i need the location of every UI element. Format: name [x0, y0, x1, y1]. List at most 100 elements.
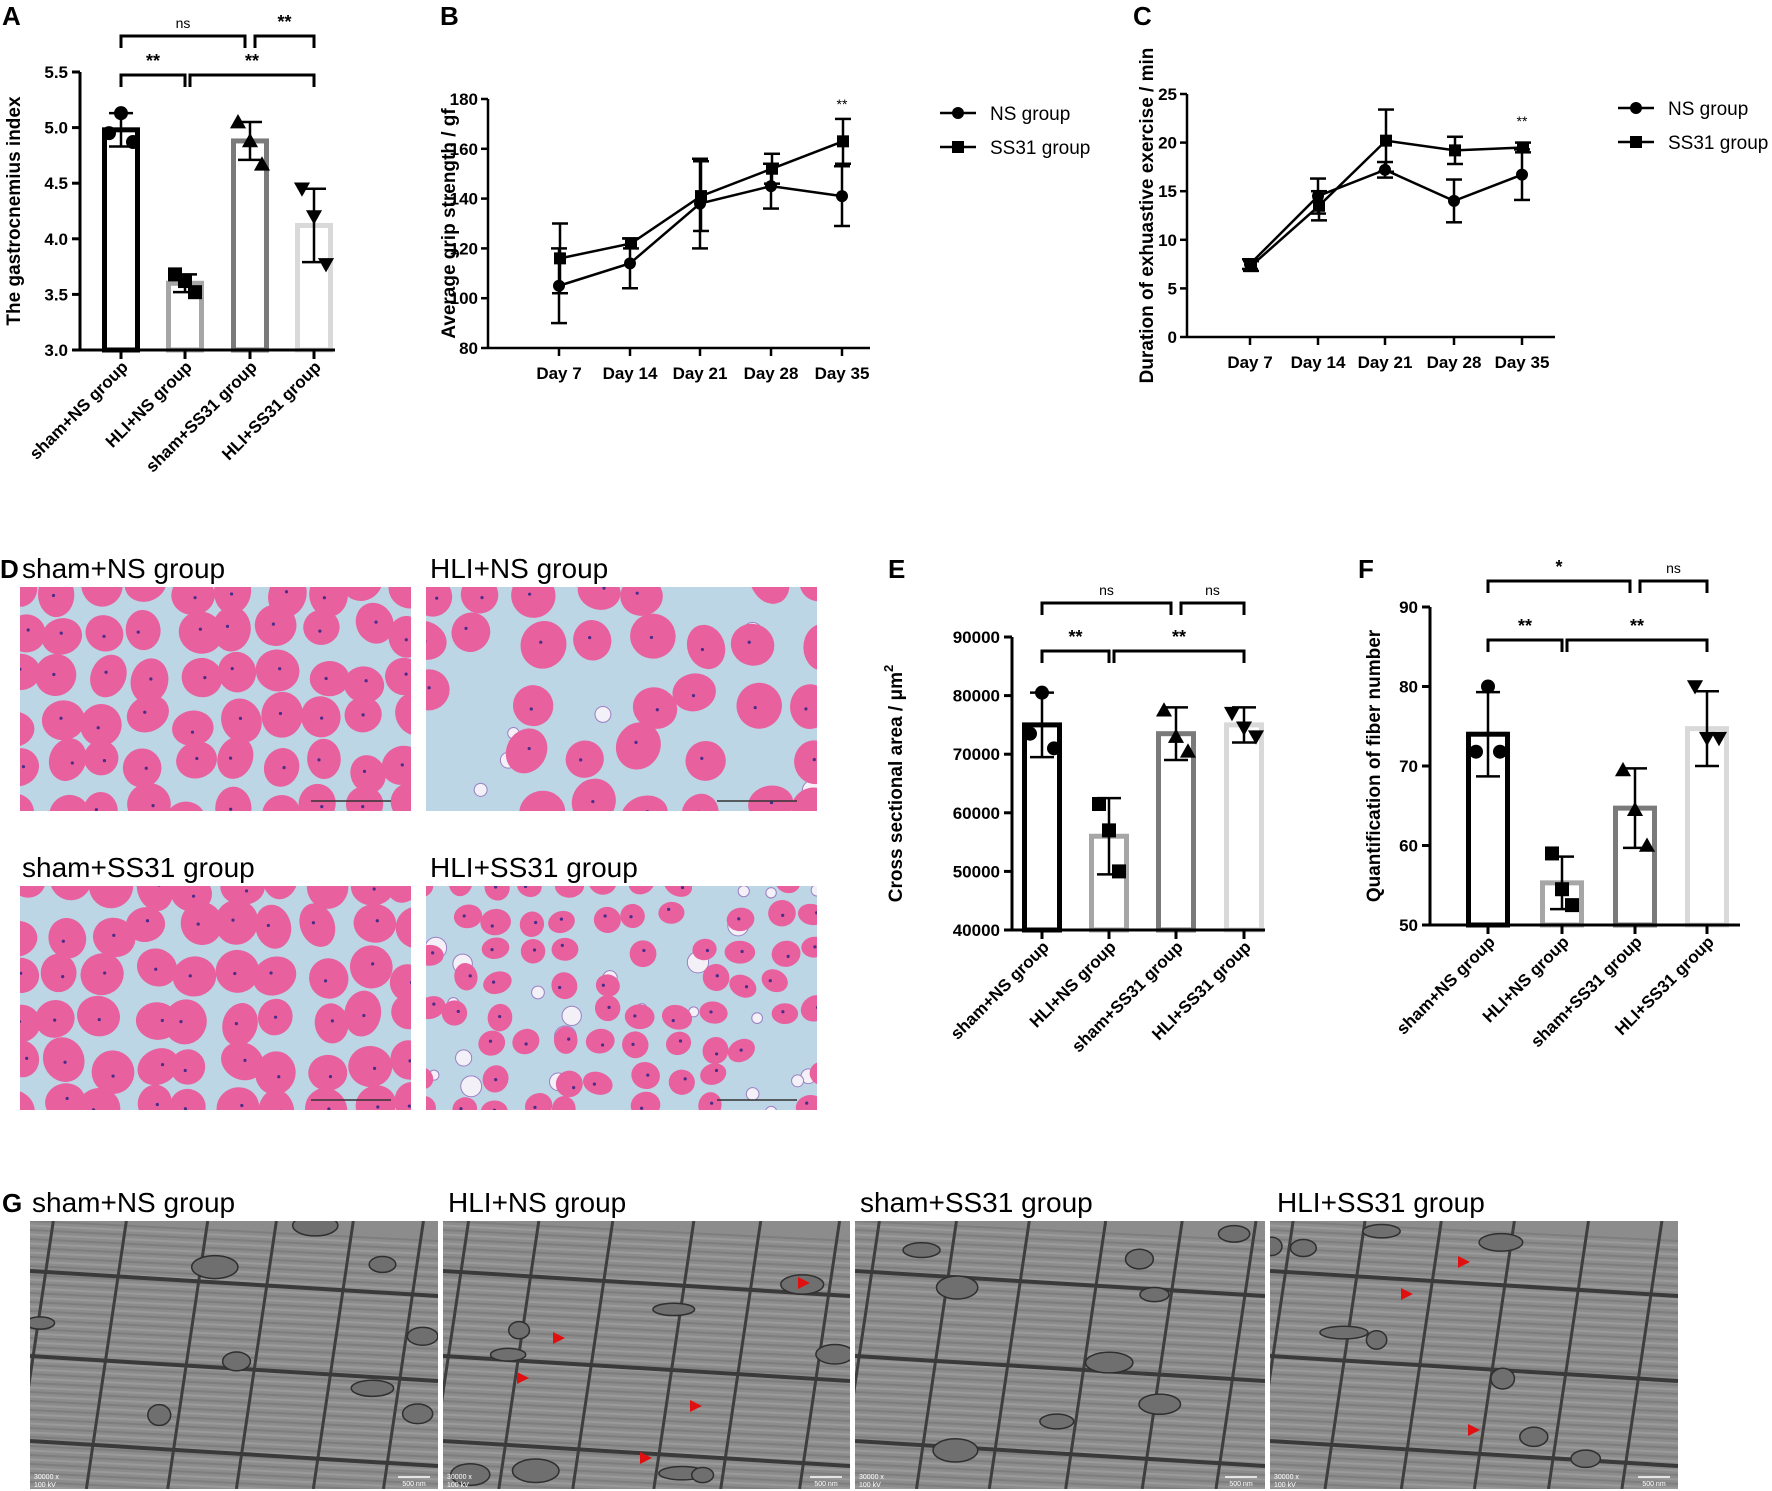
- he-muscle-fiber: [252, 956, 297, 996]
- em-myofibril-stripe: [1270, 1305, 1678, 1328]
- em-myofibril-stripe: [443, 1301, 850, 1323]
- em-mitochondrion: [450, 1462, 491, 1487]
- em-myofibril-stripe: [443, 1305, 850, 1328]
- he-nucleus: [191, 894, 196, 898]
- he-muscle-fiber: [303, 609, 340, 645]
- legend-marker: [952, 107, 964, 119]
- he-fat-cell: [531, 985, 545, 1000]
- he-nucleus: [266, 923, 270, 928]
- significance-label: **: [1518, 616, 1532, 636]
- he-muscle-fiber: [426, 886, 434, 898]
- y-tick-label: 80: [459, 339, 478, 358]
- y-tick-label: 50: [1399, 916, 1418, 935]
- y-tick-label: 40000: [953, 921, 1000, 940]
- he-nucleus: [786, 954, 790, 958]
- em-myofibril-stripe: [30, 1314, 438, 1337]
- em-myofibril-stripe: [855, 1458, 1265, 1481]
- he-muscle-fiber: [553, 1026, 578, 1054]
- em-myofibril-stripe: [1270, 1386, 1678, 1409]
- he-muscle-fiber: [390, 1040, 411, 1080]
- he-muscle-fiber: [48, 738, 87, 781]
- em-mitochondrion: [350, 1379, 395, 1398]
- series-line: [1249, 168, 1523, 265]
- he-muscle-fiber: [768, 899, 796, 927]
- y-axis-label: Quantification of fiber number: [1364, 629, 1385, 902]
- he-nucleus: [149, 677, 153, 681]
- data-point: [1313, 199, 1325, 212]
- em-myofibril-stripe: [443, 1386, 850, 1409]
- he-nucleus: [320, 805, 324, 809]
- em-myofibril-stripe: [30, 1458, 438, 1481]
- em-myofibril-stripe: [443, 1377, 850, 1400]
- em-voltage: 100 kV: [34, 1482, 56, 1489]
- em-mitochondrion: [1365, 1329, 1388, 1350]
- he-nucleus: [655, 708, 659, 712]
- he-muscle-fiber: [551, 937, 579, 961]
- data-point: [1698, 731, 1716, 747]
- he-muscle-fiber: [350, 886, 395, 906]
- x-tick-label: Day 14: [1291, 353, 1346, 372]
- he-nucleus: [667, 907, 671, 911]
- em-red-arrow: [1401, 1288, 1413, 1300]
- em-myofibril-stripe: [855, 1332, 1265, 1355]
- he-nucleus: [462, 914, 466, 918]
- em-myofibril-stripe: [1270, 1301, 1678, 1323]
- he-muscle-fiber: [624, 1004, 655, 1030]
- em-myofibril-stripe: [855, 1341, 1265, 1364]
- data-point: [317, 258, 335, 273]
- legend-label: NS group: [1668, 99, 1748, 120]
- he-nucleus: [529, 707, 533, 711]
- em-voltage: 100 kV: [1274, 1482, 1296, 1489]
- em-mitochondrion: [1478, 1232, 1524, 1252]
- he-muscle-fiber: [350, 755, 386, 794]
- he-nucleus: [277, 1075, 281, 1079]
- em-myofibril-stripe: [1270, 1382, 1678, 1404]
- significance-label: **: [245, 51, 259, 71]
- he-muscle-fiber: [340, 587, 384, 601]
- he-title-sham-ns: sham+NS group: [22, 553, 225, 584]
- he-muscle-fiber: [88, 886, 134, 909]
- he-nucleus: [427, 686, 431, 690]
- em-myofibril-stripe: [855, 1256, 1265, 1278]
- em-myofibril-stripe: [443, 1431, 850, 1454]
- he-nucleus: [819, 1068, 822, 1071]
- he-muscle-fiber: [512, 685, 554, 727]
- he-cell-cluster: [20, 886, 411, 1110]
- he-nucleus: [26, 628, 30, 632]
- em-myofibril-stripe: [1270, 1221, 1678, 1242]
- data-point: [624, 257, 636, 270]
- he-fat-cell: [737, 886, 750, 898]
- he-muscle-fiber: [681, 793, 719, 811]
- significance-bracket: [119, 73, 187, 87]
- he-nucleus: [432, 1002, 436, 1006]
- he-nucleus: [700, 647, 705, 652]
- he-muscle-fiber: [349, 945, 393, 989]
- em-myofibril-stripe: [443, 1364, 850, 1386]
- he-nucleus: [567, 1037, 571, 1041]
- em-myofibril-stripe: [1270, 1233, 1678, 1256]
- he-muscle-fiber: [441, 1000, 468, 1026]
- em-myofibril-stripe: [855, 1481, 1020, 1489]
- data-point: [1545, 846, 1559, 861]
- em-myofibril-stripe: [30, 1422, 438, 1445]
- y-tick-label: 60000: [953, 804, 1000, 823]
- he-nucleus: [740, 949, 744, 954]
- em-myofibril-stripe: [1270, 1337, 1678, 1359]
- significance-label: **: [1172, 627, 1186, 647]
- data-point: [1235, 721, 1253, 736]
- he-nucleus: [183, 1068, 187, 1073]
- em-myofibril-stripe: [443, 1238, 850, 1260]
- data-point: [1481, 679, 1495, 694]
- em-myofibril-stripe: [30, 1418, 438, 1440]
- he-muscle-fiber: [749, 587, 790, 604]
- he-muscle-fiber: [664, 886, 693, 897]
- he-muscle-fiber: [136, 886, 174, 911]
- he-nucleus: [683, 1077, 687, 1081]
- he-nucleus: [634, 740, 638, 745]
- he-muscle-fiber: [298, 783, 336, 811]
- he-muscle-fiber: [453, 904, 483, 929]
- he-nucleus: [51, 593, 56, 598]
- em-myofibril-stripe: [443, 1260, 850, 1283]
- data-point: [1493, 744, 1507, 759]
- em-myofibril-stripe: [443, 1467, 850, 1489]
